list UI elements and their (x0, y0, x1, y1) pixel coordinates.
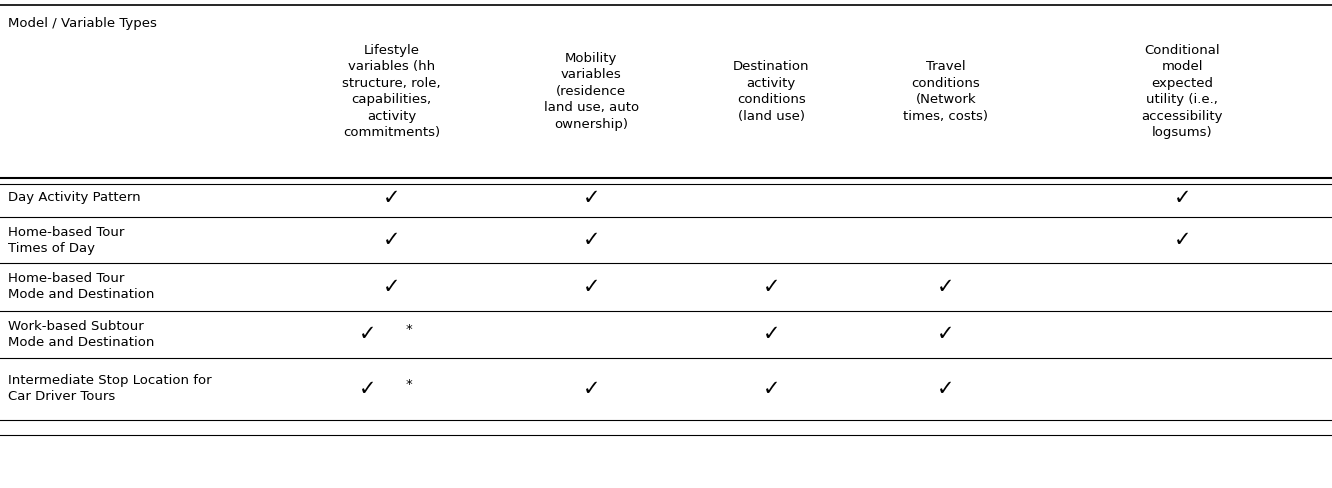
Text: Destination
activity
conditions
(land use): Destination activity conditions (land us… (733, 60, 810, 123)
Text: ✓: ✓ (382, 277, 401, 297)
Text: Lifestyle
variables (hh
structure, role,
capabilities,
activity
commitments): Lifestyle variables (hh structure, role,… (342, 44, 441, 139)
Text: ✓: ✓ (382, 230, 401, 250)
Text: Conditional
model
expected
utility (i.e.,
accessibility
logsums): Conditional model expected utility (i.e.… (1142, 44, 1223, 139)
Text: ✓: ✓ (936, 325, 955, 344)
Text: Work-based Subtour
Mode and Destination: Work-based Subtour Mode and Destination (8, 320, 155, 349)
Text: Mobility
variables
(residence
land use, auto
ownership): Mobility variables (residence land use, … (543, 52, 639, 131)
Text: ✓: ✓ (1173, 230, 1191, 250)
Text: ✓: ✓ (582, 188, 601, 207)
Text: ✓: ✓ (762, 325, 781, 344)
Text: Day Activity Pattern: Day Activity Pattern (8, 191, 141, 204)
Text: Home-based Tour
Times of Day: Home-based Tour Times of Day (8, 225, 124, 255)
Text: ✓: ✓ (582, 230, 601, 250)
Text: ✓: ✓ (762, 277, 781, 297)
Text: Intermediate Stop Location for
Car Driver Tours: Intermediate Stop Location for Car Drive… (8, 374, 212, 404)
Text: Travel
conditions
(Network
times, costs): Travel conditions (Network times, costs) (903, 60, 988, 123)
Text: Model / Variable Types: Model / Variable Types (8, 17, 157, 30)
Text: ✓: ✓ (1173, 188, 1191, 207)
Text: ✓: ✓ (582, 277, 601, 297)
Text: Home-based Tour
Mode and Destination: Home-based Tour Mode and Destination (8, 272, 155, 302)
Text: ✓: ✓ (582, 379, 601, 399)
Text: *: * (406, 323, 413, 336)
Text: *: * (406, 378, 413, 390)
Text: ✓: ✓ (762, 379, 781, 399)
Text: ✓: ✓ (358, 325, 377, 344)
Text: ✓: ✓ (936, 379, 955, 399)
Text: ✓: ✓ (382, 188, 401, 207)
Text: ✓: ✓ (936, 277, 955, 297)
Text: ✓: ✓ (358, 379, 377, 399)
